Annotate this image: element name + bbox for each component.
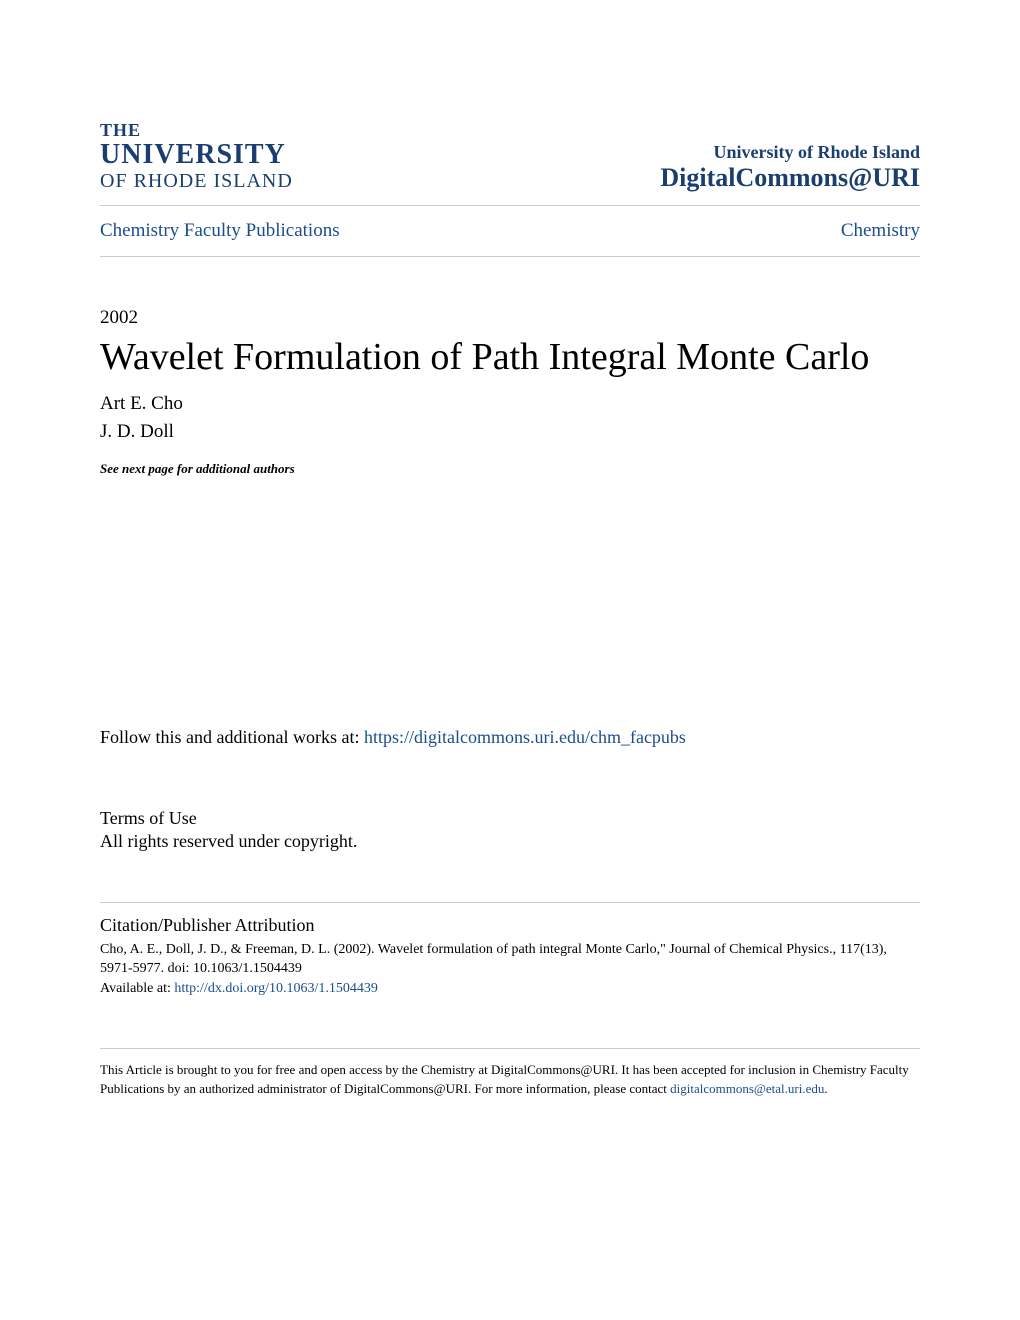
repository-name[interactable]: DigitalCommons@URI [660, 163, 920, 193]
page-header: THE UNIVERSITY OF RHODE ISLAND Universit… [100, 120, 920, 206]
citation-heading: Citation/Publisher Attribution [100, 915, 920, 936]
footer-text-after: . [824, 1081, 827, 1096]
institution-logo: THE UNIVERSITY OF RHODE ISLAND [100, 120, 293, 193]
header-right-block: University of Rhode Island DigitalCommon… [660, 142, 920, 193]
institution-name: University of Rhode Island [660, 142, 920, 163]
breadcrumb-department-link[interactable]: Chemistry [841, 220, 920, 242]
follow-link[interactable]: https://digitalcommons.uri.edu/chm_facpu… [364, 727, 686, 747]
additional-authors-note: See next page for additional authors [100, 461, 920, 477]
follow-works: Follow this and additional works at: htt… [100, 727, 920, 748]
breadcrumb: Chemistry Faculty Publications Chemistry [100, 206, 920, 257]
author-name: J. D. Doll [100, 421, 920, 443]
citation-block: Citation/Publisher Attribution Cho, A. E… [100, 902, 920, 999]
footer-contact-email[interactable]: digitalcommons@etal.uri.edu [670, 1081, 824, 1096]
citation-doi-link[interactable]: http://dx.doi.org/10.1063/1.1504439 [174, 981, 378, 996]
logo-line-2: UNIVERSITY [100, 141, 293, 169]
article-title: Wavelet Formulation of Path Integral Mon… [100, 335, 920, 381]
logo-line-3: OF RHODE ISLAND [100, 169, 293, 193]
repository-link[interactable]: DigitalCommons@URI [660, 163, 920, 192]
citation-available-prefix: Available at: [100, 981, 174, 996]
footer-notice: This Article is brought to you for free … [100, 1048, 920, 1097]
breadcrumb-collection-link[interactable]: Chemistry Faculty Publications [100, 220, 340, 242]
follow-prefix: Follow this and additional works at: [100, 727, 364, 747]
citation-text: Cho, A. E., Doll, J. D., & Freeman, D. L… [100, 942, 887, 977]
publication-year: 2002 [100, 307, 920, 329]
logo-line-1: THE [100, 120, 293, 141]
terms-body: All rights reserved under copyright. [100, 831, 920, 852]
citation-body-text: Cho, A. E., Doll, J. D., & Freeman, D. L… [100, 940, 920, 999]
terms-heading: Terms of Use [100, 808, 920, 829]
author-name: Art E. Cho [100, 393, 920, 415]
